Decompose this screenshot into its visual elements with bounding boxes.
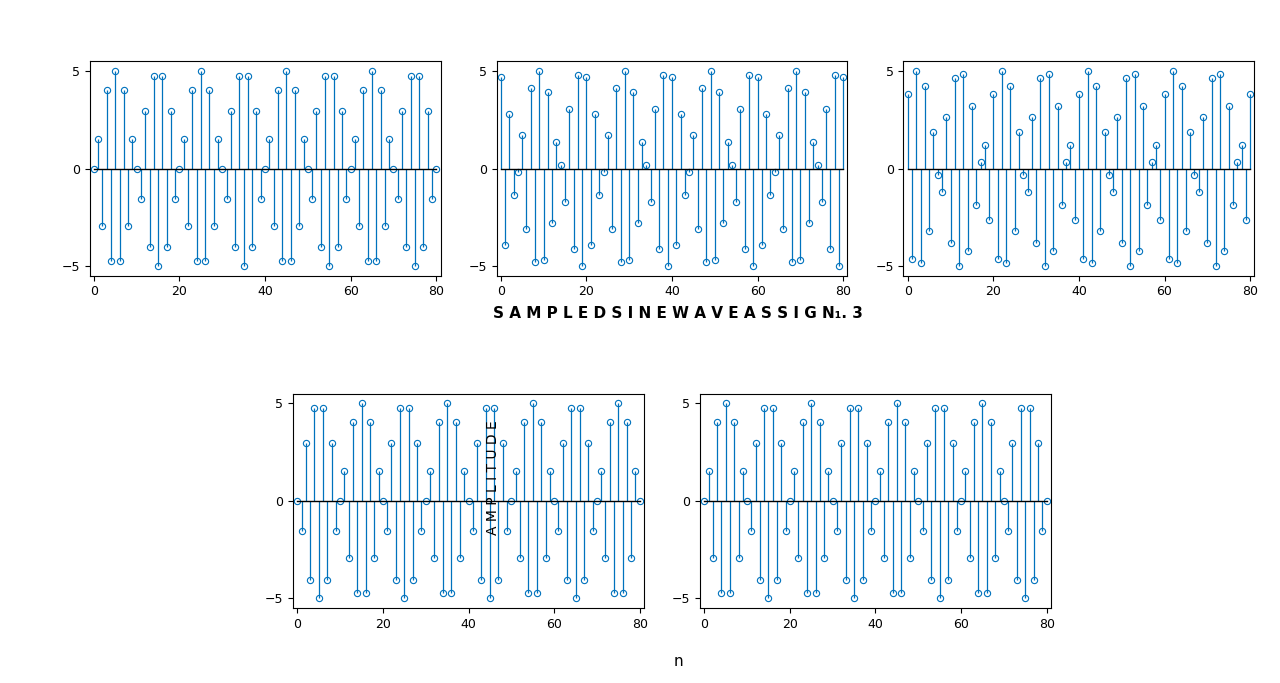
Text: A M P L I T U D E: A M P L I T U D E bbox=[486, 421, 499, 535]
Text: S A M P L E D S I N E W A V E A S S I G N₁. 3: S A M P L E D S I N E W A V E A S S I G … bbox=[494, 306, 863, 321]
Text: n: n bbox=[673, 654, 684, 669]
